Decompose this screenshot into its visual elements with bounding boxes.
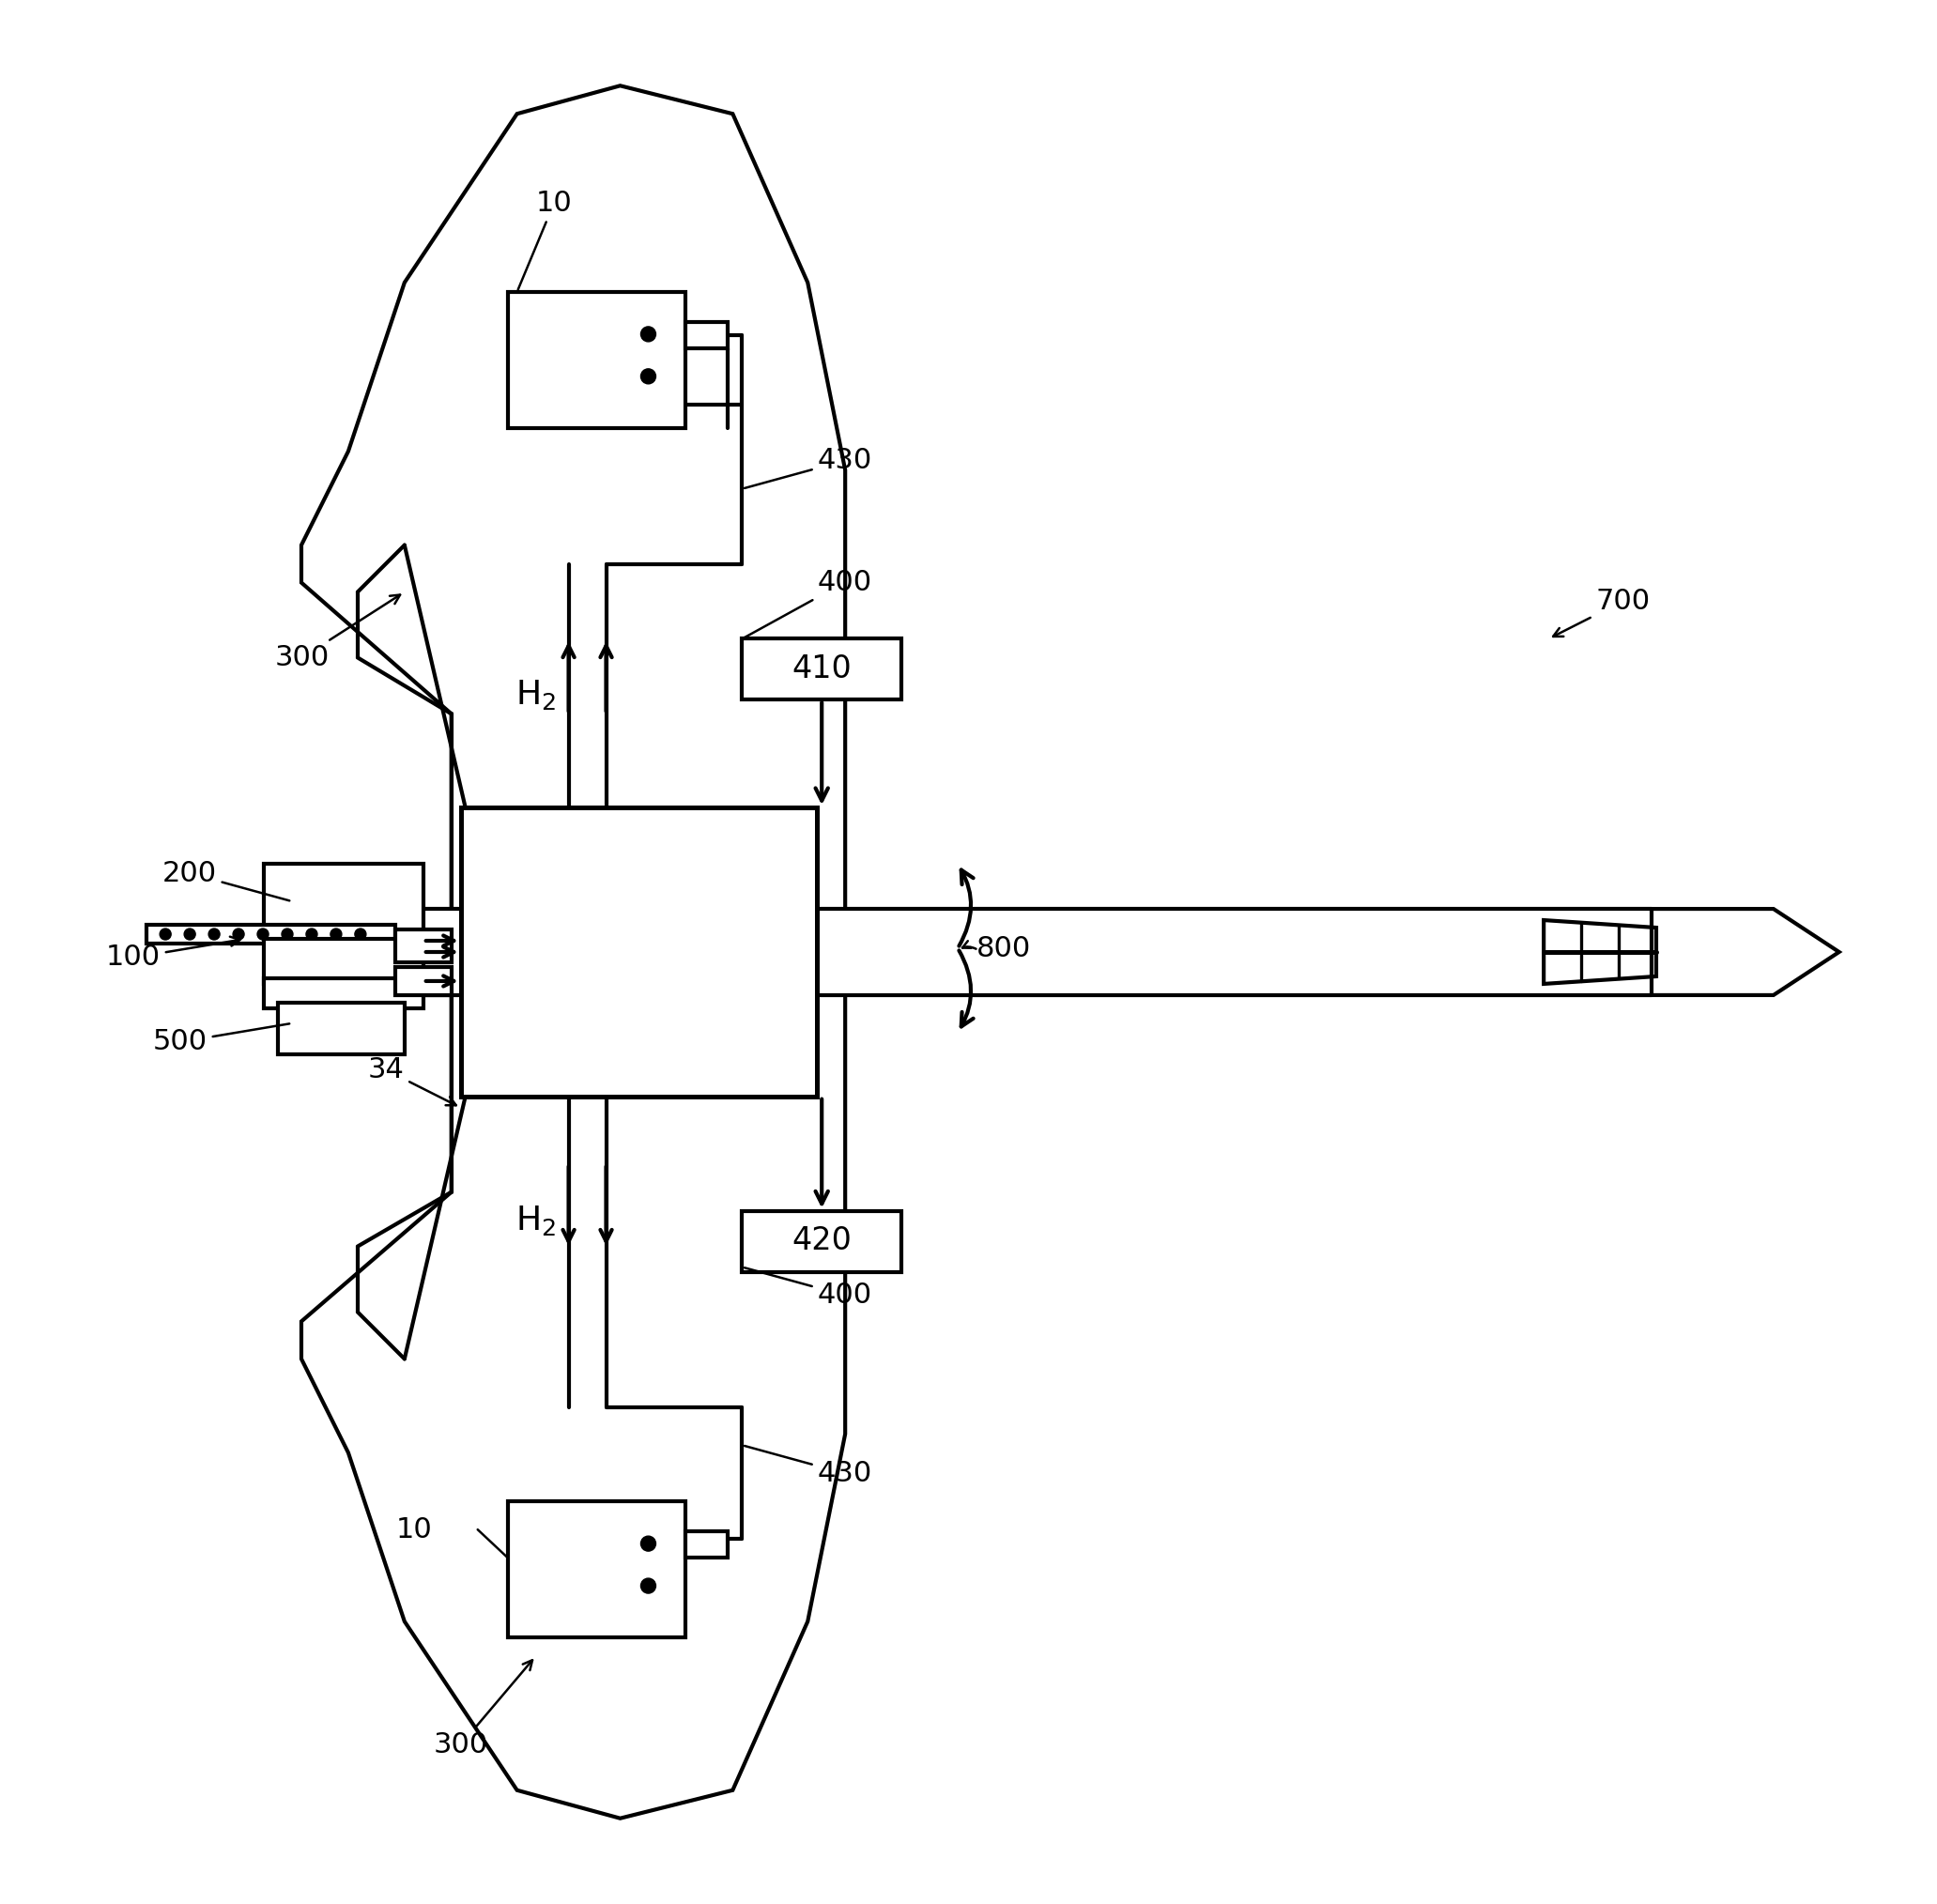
Text: 400: 400 [744,1268,872,1308]
Bar [507,1502,686,1637]
Text: 34: 34 [368,1057,455,1106]
Circle shape [306,929,318,941]
Bar [686,1531,728,1557]
Text: 430: 430 [744,1445,872,1487]
Text: 300: 300 [275,594,401,672]
Text: 10: 10 [397,1516,432,1542]
Text: 300: 300 [434,1660,533,1759]
Circle shape [641,1578,657,1594]
Circle shape [159,929,170,941]
Circle shape [258,929,269,941]
Circle shape [354,929,366,941]
Circle shape [184,929,196,941]
Bar [395,967,451,996]
Text: 500: 500 [153,1024,289,1055]
Text: H$_2$: H$_2$ [515,1203,556,1238]
Circle shape [641,369,657,385]
Bar [507,291,686,428]
Circle shape [641,327,657,341]
Text: 400: 400 [744,569,872,638]
Bar [395,929,451,962]
Text: 420: 420 [792,1226,852,1257]
Text: 410: 410 [792,653,852,684]
Text: 800: 800 [976,935,1030,962]
Circle shape [331,929,341,941]
Bar [147,925,395,944]
Bar [263,979,424,1009]
Text: 100: 100 [107,937,240,971]
Text: 10: 10 [517,190,571,289]
Text: 700: 700 [1553,588,1650,636]
Bar [263,864,424,935]
Bar [461,807,817,1097]
Bar [742,640,901,701]
Circle shape [232,929,244,941]
Bar [742,1211,901,1272]
Bar [277,1003,405,1055]
Circle shape [209,929,219,941]
Bar [263,939,424,984]
Text: 200: 200 [163,859,289,901]
Bar [686,322,728,348]
Circle shape [281,929,292,941]
Circle shape [641,1537,657,1552]
Text: 430: 430 [744,447,872,487]
Text: H$_2$: H$_2$ [515,678,556,712]
